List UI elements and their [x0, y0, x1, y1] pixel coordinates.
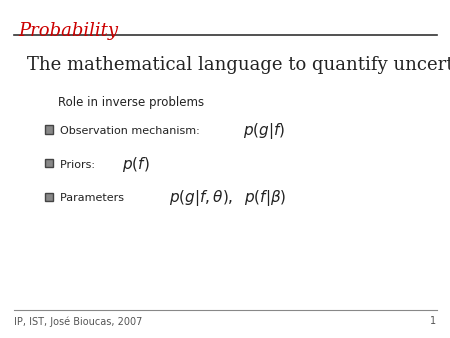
Text: $p(g|f,\theta),\;\; p(f|\beta)$: $p(g|f,\theta),\;\; p(f|\beta)$: [169, 188, 286, 209]
Text: $p(f)$: $p(f)$: [122, 155, 149, 174]
Text: Parameters: Parameters: [60, 193, 131, 203]
Text: 1: 1: [430, 316, 436, 326]
Text: Probability: Probability: [18, 22, 118, 40]
Text: Priors:: Priors:: [60, 160, 102, 170]
Text: IP, IST, José Bioucas, 2007: IP, IST, José Bioucas, 2007: [14, 316, 142, 327]
Text: $p(g|f)$: $p(g|f)$: [243, 121, 285, 141]
Text: Observation mechanism:: Observation mechanism:: [60, 126, 203, 136]
Text: The mathematical language to quantify uncertainty: The mathematical language to quantify un…: [27, 56, 450, 74]
Text: Role in inverse problems: Role in inverse problems: [58, 96, 205, 109]
